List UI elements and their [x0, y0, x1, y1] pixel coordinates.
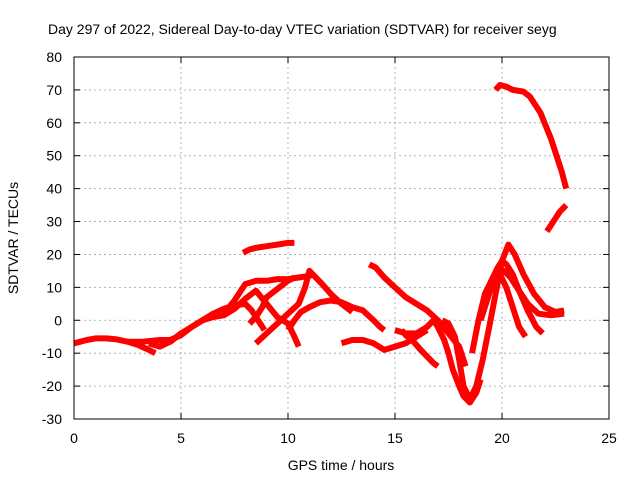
- series-track-s7: [253, 267, 355, 346]
- y-tick-label: -20: [42, 378, 62, 394]
- x-tick-label: 0: [70, 430, 78, 446]
- series-track-s14: [469, 258, 545, 354]
- series-track-s6: [247, 274, 296, 326]
- x-tick-label: 25: [601, 430, 617, 446]
- series-track-s18: [544, 203, 569, 234]
- data-series-layer: [73, 82, 570, 406]
- y-tick-label: 0: [54, 312, 62, 328]
- series-track-s17: [493, 82, 570, 190]
- series-track-s1: [73, 335, 157, 356]
- y-tick-label: 80: [46, 49, 62, 65]
- y-tick-label: 30: [46, 214, 62, 230]
- axis-ticks: 0 5 10 15 20 25 -30 -20 -10 0 10 20 30 40 50 60 70 80: [42, 49, 617, 446]
- y-tick-label: 20: [46, 246, 62, 262]
- x-tick-label: 15: [387, 430, 403, 446]
- y-tick-label: 60: [46, 115, 62, 131]
- series-track-s4: [201, 271, 315, 324]
- y-tick-label: 40: [46, 181, 62, 197]
- x-tick-label: 10: [280, 430, 296, 446]
- y-tick-label: 70: [46, 82, 62, 98]
- x-tick-label: 5: [177, 430, 185, 446]
- series-track-s12: [399, 328, 440, 369]
- x-tick-label: 20: [494, 430, 510, 446]
- plot-frame: [73, 56, 610, 420]
- series-track-s8: [285, 297, 387, 333]
- y-tick-label: -10: [42, 345, 62, 361]
- y-tick-label: -30: [42, 411, 62, 427]
- y-tick-label: 10: [46, 279, 62, 295]
- x-axis-label: GPS time / hours: [288, 457, 395, 473]
- series-track-s16: [488, 267, 565, 319]
- series-track-s5: [241, 239, 295, 256]
- chart-title: Day 297 of 2022, Sidereal Day-to-day VTE…: [48, 21, 557, 37]
- y-tick-label: 50: [46, 148, 62, 164]
- series-track-s15: [477, 271, 529, 339]
- y-axis-label: SDTVAR / TECUs: [5, 182, 21, 294]
- series-track-s13: [440, 241, 565, 403]
